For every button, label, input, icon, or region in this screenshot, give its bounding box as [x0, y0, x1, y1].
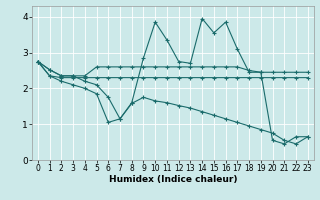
X-axis label: Humidex (Indice chaleur): Humidex (Indice chaleur)	[108, 175, 237, 184]
